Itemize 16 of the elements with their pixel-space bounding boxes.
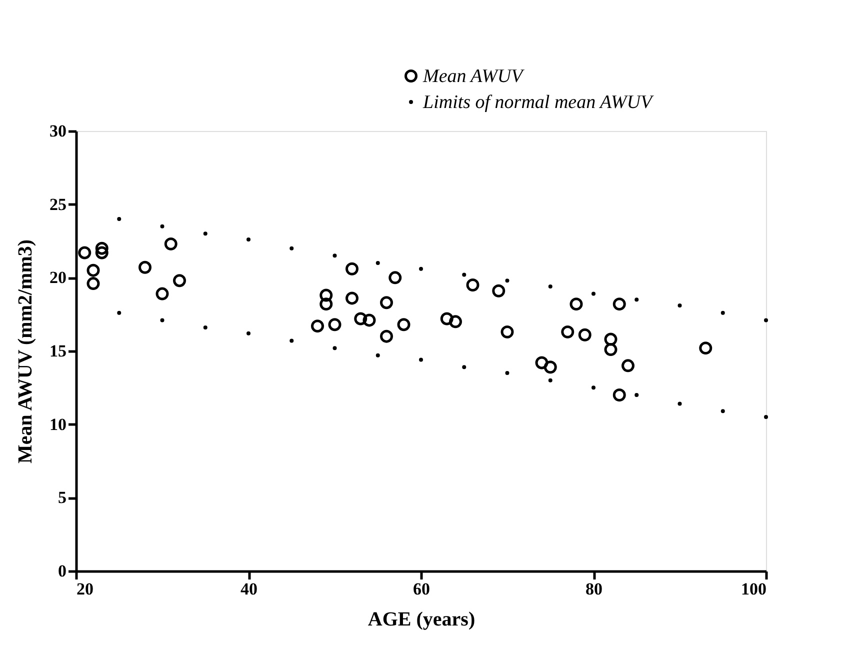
y-tick-label: 25 [50, 194, 66, 214]
x-tick-label: 80 [586, 580, 602, 598]
x-tick-label: 40 [240, 580, 258, 598]
x-tick-label: 60 [413, 580, 430, 598]
y-tick-label: 10 [50, 414, 66, 434]
x-axis-title: AGE (years) [368, 608, 476, 630]
legend-label: Mean AWUV [422, 66, 526, 87]
legend-label: Limits of normal mean AWUV [422, 92, 654, 113]
y-tick-label: 15 [50, 342, 66, 360]
y-tick-label: 5 [58, 488, 66, 508]
y-tick-label: 30 [50, 122, 66, 140]
x-tick-label: 20 [76, 580, 94, 598]
y-tick-label: 20 [50, 268, 66, 288]
x-tick-label: 100 [741, 580, 766, 598]
y-tick-label: 0 [58, 562, 66, 580]
y-axis-title: Mean AWUV (mm2/mm3) [14, 239, 36, 464]
